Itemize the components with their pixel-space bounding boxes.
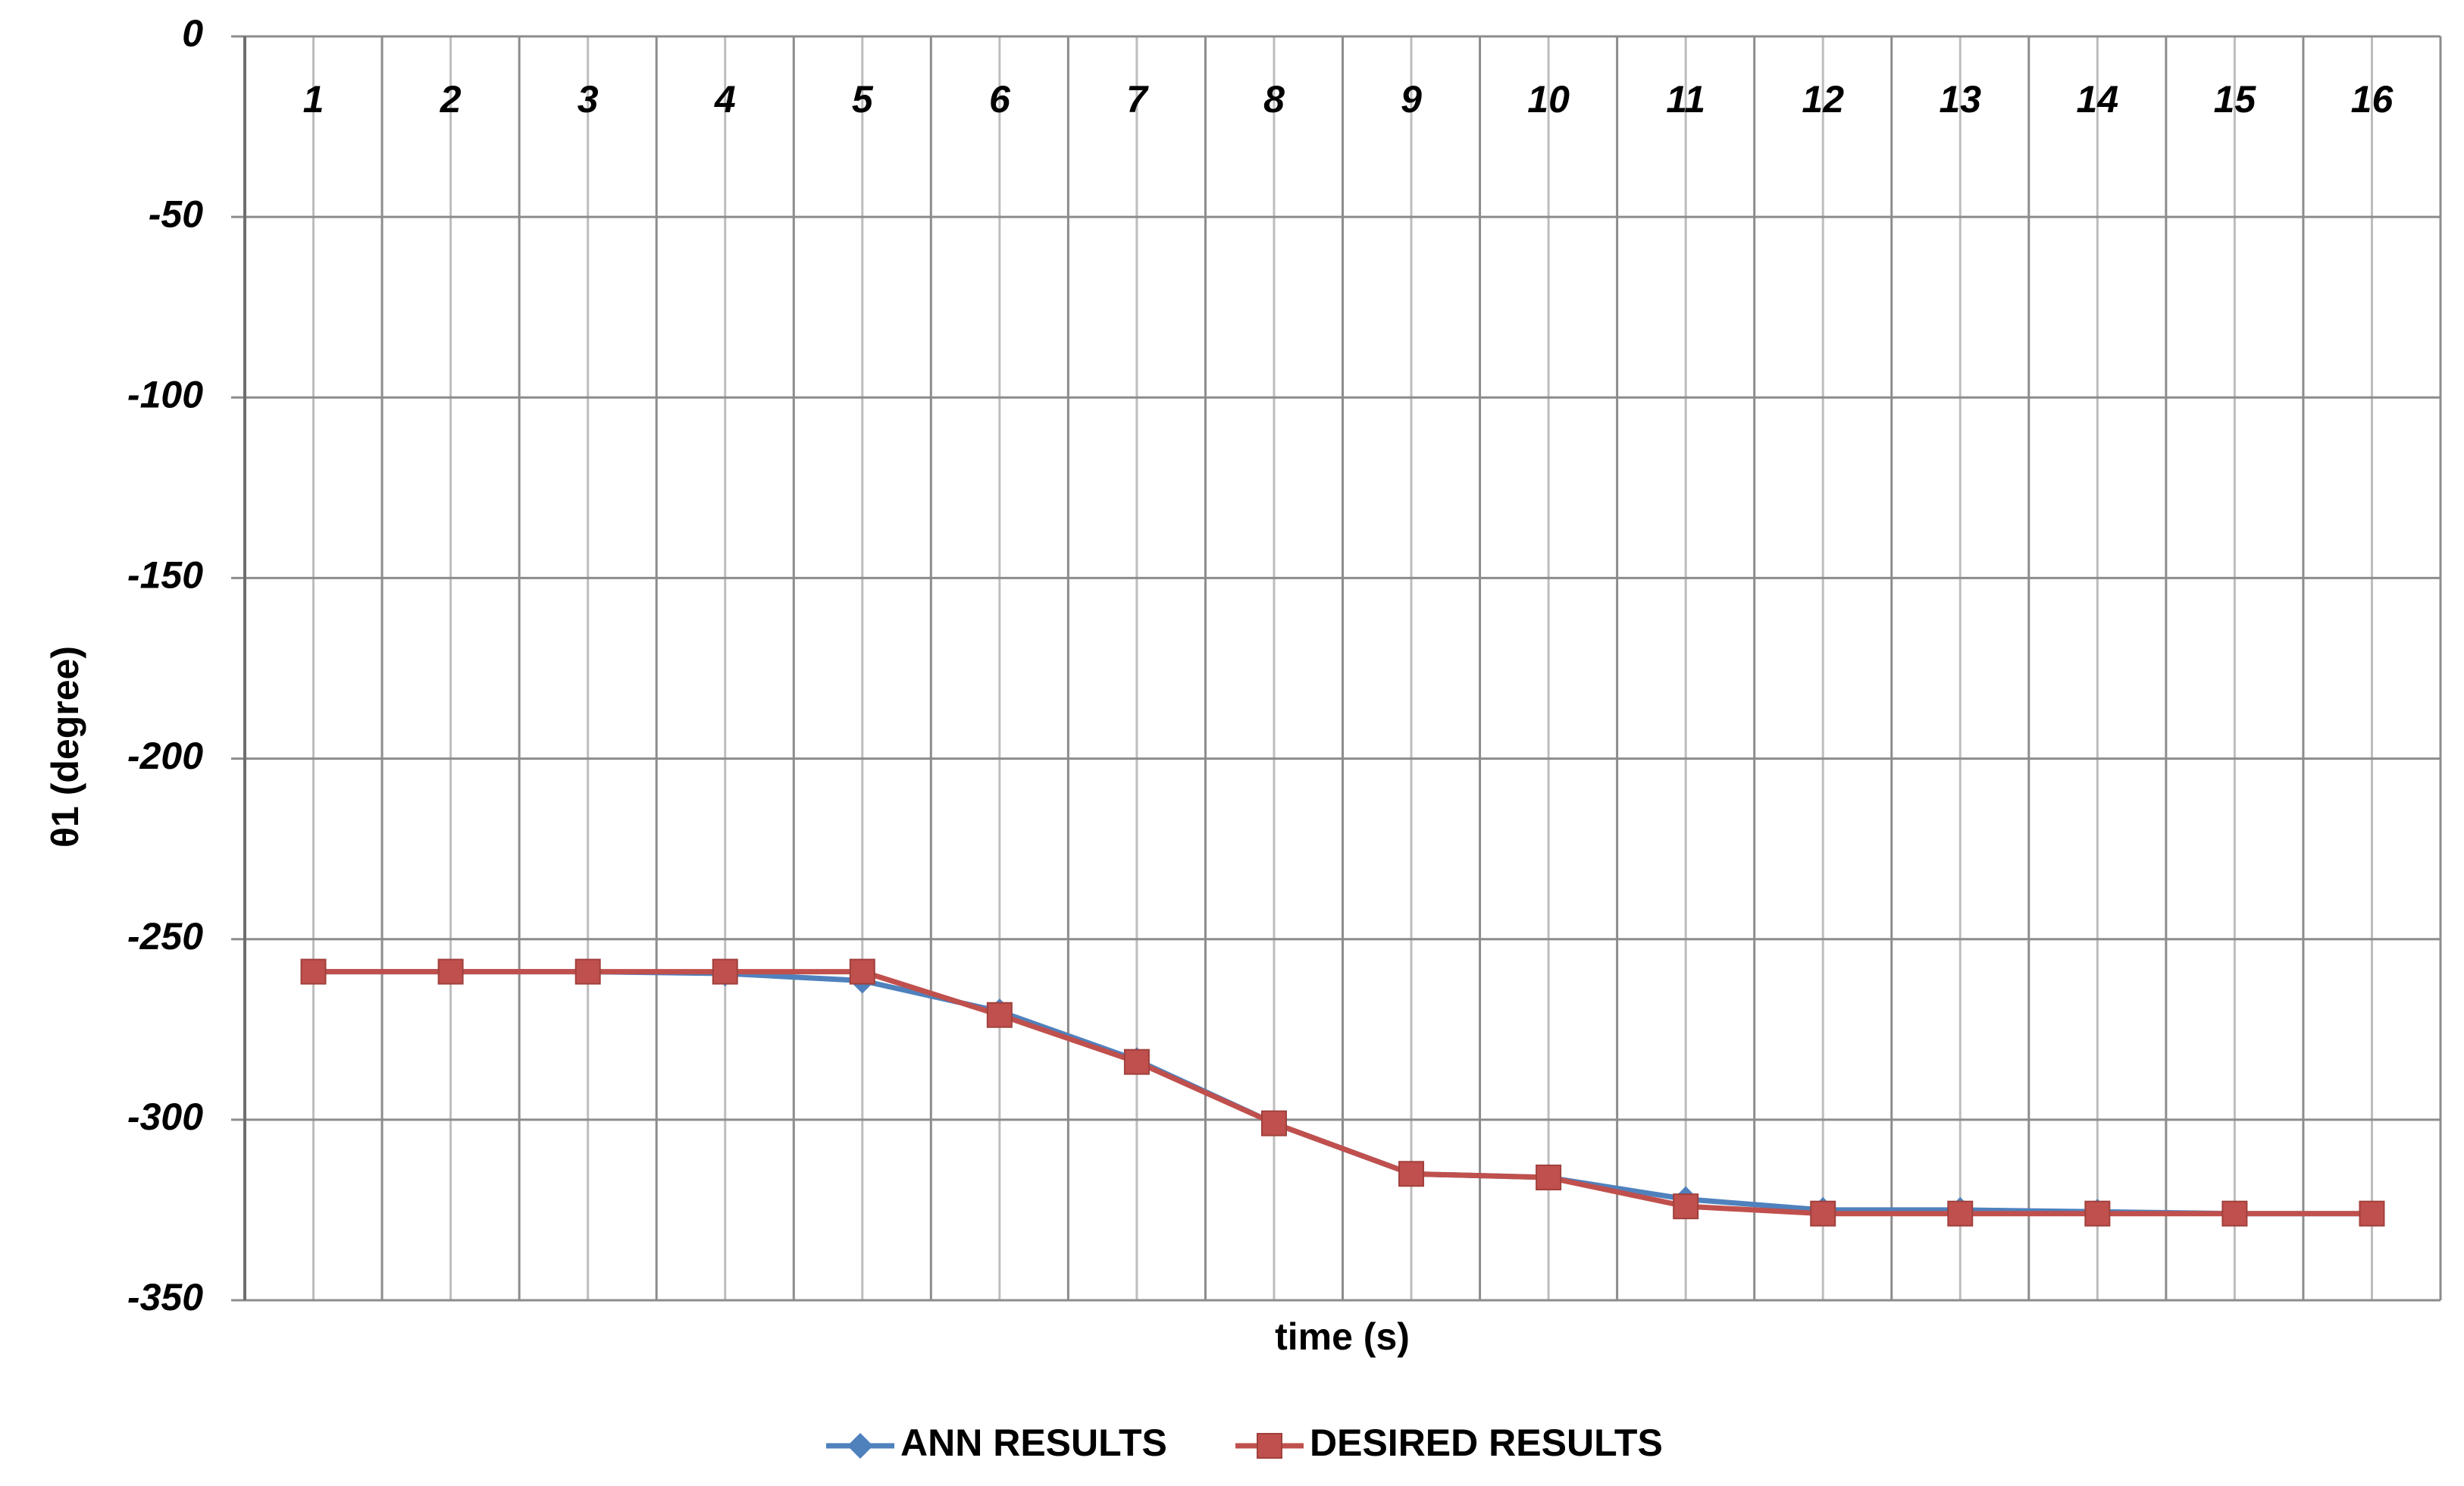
y-tick-label: -250: [127, 915, 203, 958]
x-tick-label: 8: [1263, 78, 1285, 121]
x-axis-title: time (s): [1275, 1315, 1410, 1358]
legend-label: DESIRED RESULTS: [1310, 1422, 1663, 1464]
x-tick-label: 9: [1401, 78, 1422, 121]
x-tick-label: 3: [578, 78, 599, 121]
x-tick-label: 4: [714, 78, 736, 121]
point: [849, 958, 875, 985]
x-tick-label: 11: [1666, 78, 1705, 121]
y-tick-label: -300: [127, 1096, 203, 1138]
point: [712, 958, 738, 985]
point: [1123, 1049, 1150, 1075]
point: [1260, 1110, 1287, 1136]
point: [437, 958, 464, 985]
point: [2084, 1200, 2111, 1227]
point: [575, 958, 601, 985]
y-axis-title: θ1 (degree): [44, 646, 86, 848]
x-tick-label: 5: [852, 78, 874, 121]
point: [1947, 1200, 1974, 1227]
x-tick-label: 16: [2351, 78, 2394, 121]
x-tick-label: 2: [440, 78, 462, 121]
point: [1398, 1161, 1425, 1187]
point: [300, 958, 327, 985]
legend-label: ANN RESULTS: [900, 1422, 1167, 1464]
x-tick-label: 10: [1527, 78, 1570, 121]
y-tick-label: -200: [127, 735, 203, 777]
series-line: [313, 969, 2372, 1217]
x-tick-label: 7: [1126, 78, 1149, 121]
legend-marker: [847, 1433, 873, 1459]
y-tick-label: -150: [127, 554, 203, 597]
point: [986, 1002, 1013, 1028]
point: [1536, 1165, 1562, 1191]
y-tick-label: -350: [127, 1276, 203, 1318]
point: [1673, 1193, 1699, 1220]
x-tick-label: 13: [1939, 78, 1981, 121]
x-tick-label: 6: [989, 78, 1011, 121]
y-tick-label: -100: [127, 373, 203, 415]
y-tick-label: -50: [149, 193, 203, 235]
x-tick-label: 15: [2214, 78, 2257, 121]
x-tick-label: 12: [1802, 78, 1844, 121]
point: [2359, 1200, 2385, 1227]
point: [2221, 1200, 2248, 1227]
y-tick-label: 0: [182, 12, 203, 55]
point: [1810, 1200, 1836, 1227]
legend-marker: [1257, 1433, 1282, 1459]
x-tick-label: 14: [2077, 78, 2119, 121]
x-tick-label: 1: [303, 78, 324, 121]
